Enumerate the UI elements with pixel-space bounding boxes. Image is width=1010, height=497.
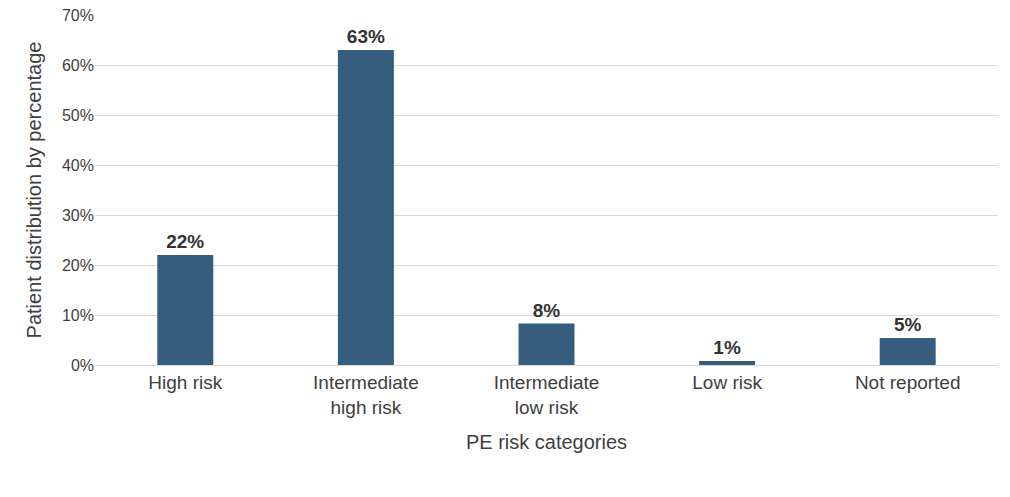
svg-text:10%: 10%	[62, 307, 94, 324]
svg-text:5%: 5%	[894, 314, 922, 335]
svg-text:Intermediatelow risk: Intermediatelow risk	[494, 372, 600, 418]
svg-text:Low risk: Low risk	[692, 372, 762, 393]
svg-text:PE risk categories: PE risk categories	[466, 431, 627, 453]
svg-text:1%: 1%	[713, 337, 741, 358]
svg-text:50%: 50%	[62, 107, 94, 124]
svg-text:63%: 63%	[347, 26, 385, 47]
svg-text:20%: 20%	[62, 257, 94, 274]
svg-text:Intermediatehigh risk: Intermediatehigh risk	[313, 372, 419, 418]
svg-text:60%: 60%	[62, 57, 94, 74]
svg-text:22%: 22%	[166, 231, 204, 252]
svg-text:Patient distribution by percen: Patient distribution by percentage	[23, 42, 45, 339]
svg-text:8%: 8%	[533, 300, 561, 321]
svg-text:70%: 70%	[62, 7, 94, 24]
svg-text:30%: 30%	[62, 207, 94, 224]
svg-text:High risk: High risk	[148, 372, 222, 393]
svg-text:Not reported: Not reported	[855, 372, 961, 393]
svg-text:0%: 0%	[71, 357, 94, 374]
svg-text:40%: 40%	[62, 157, 94, 174]
